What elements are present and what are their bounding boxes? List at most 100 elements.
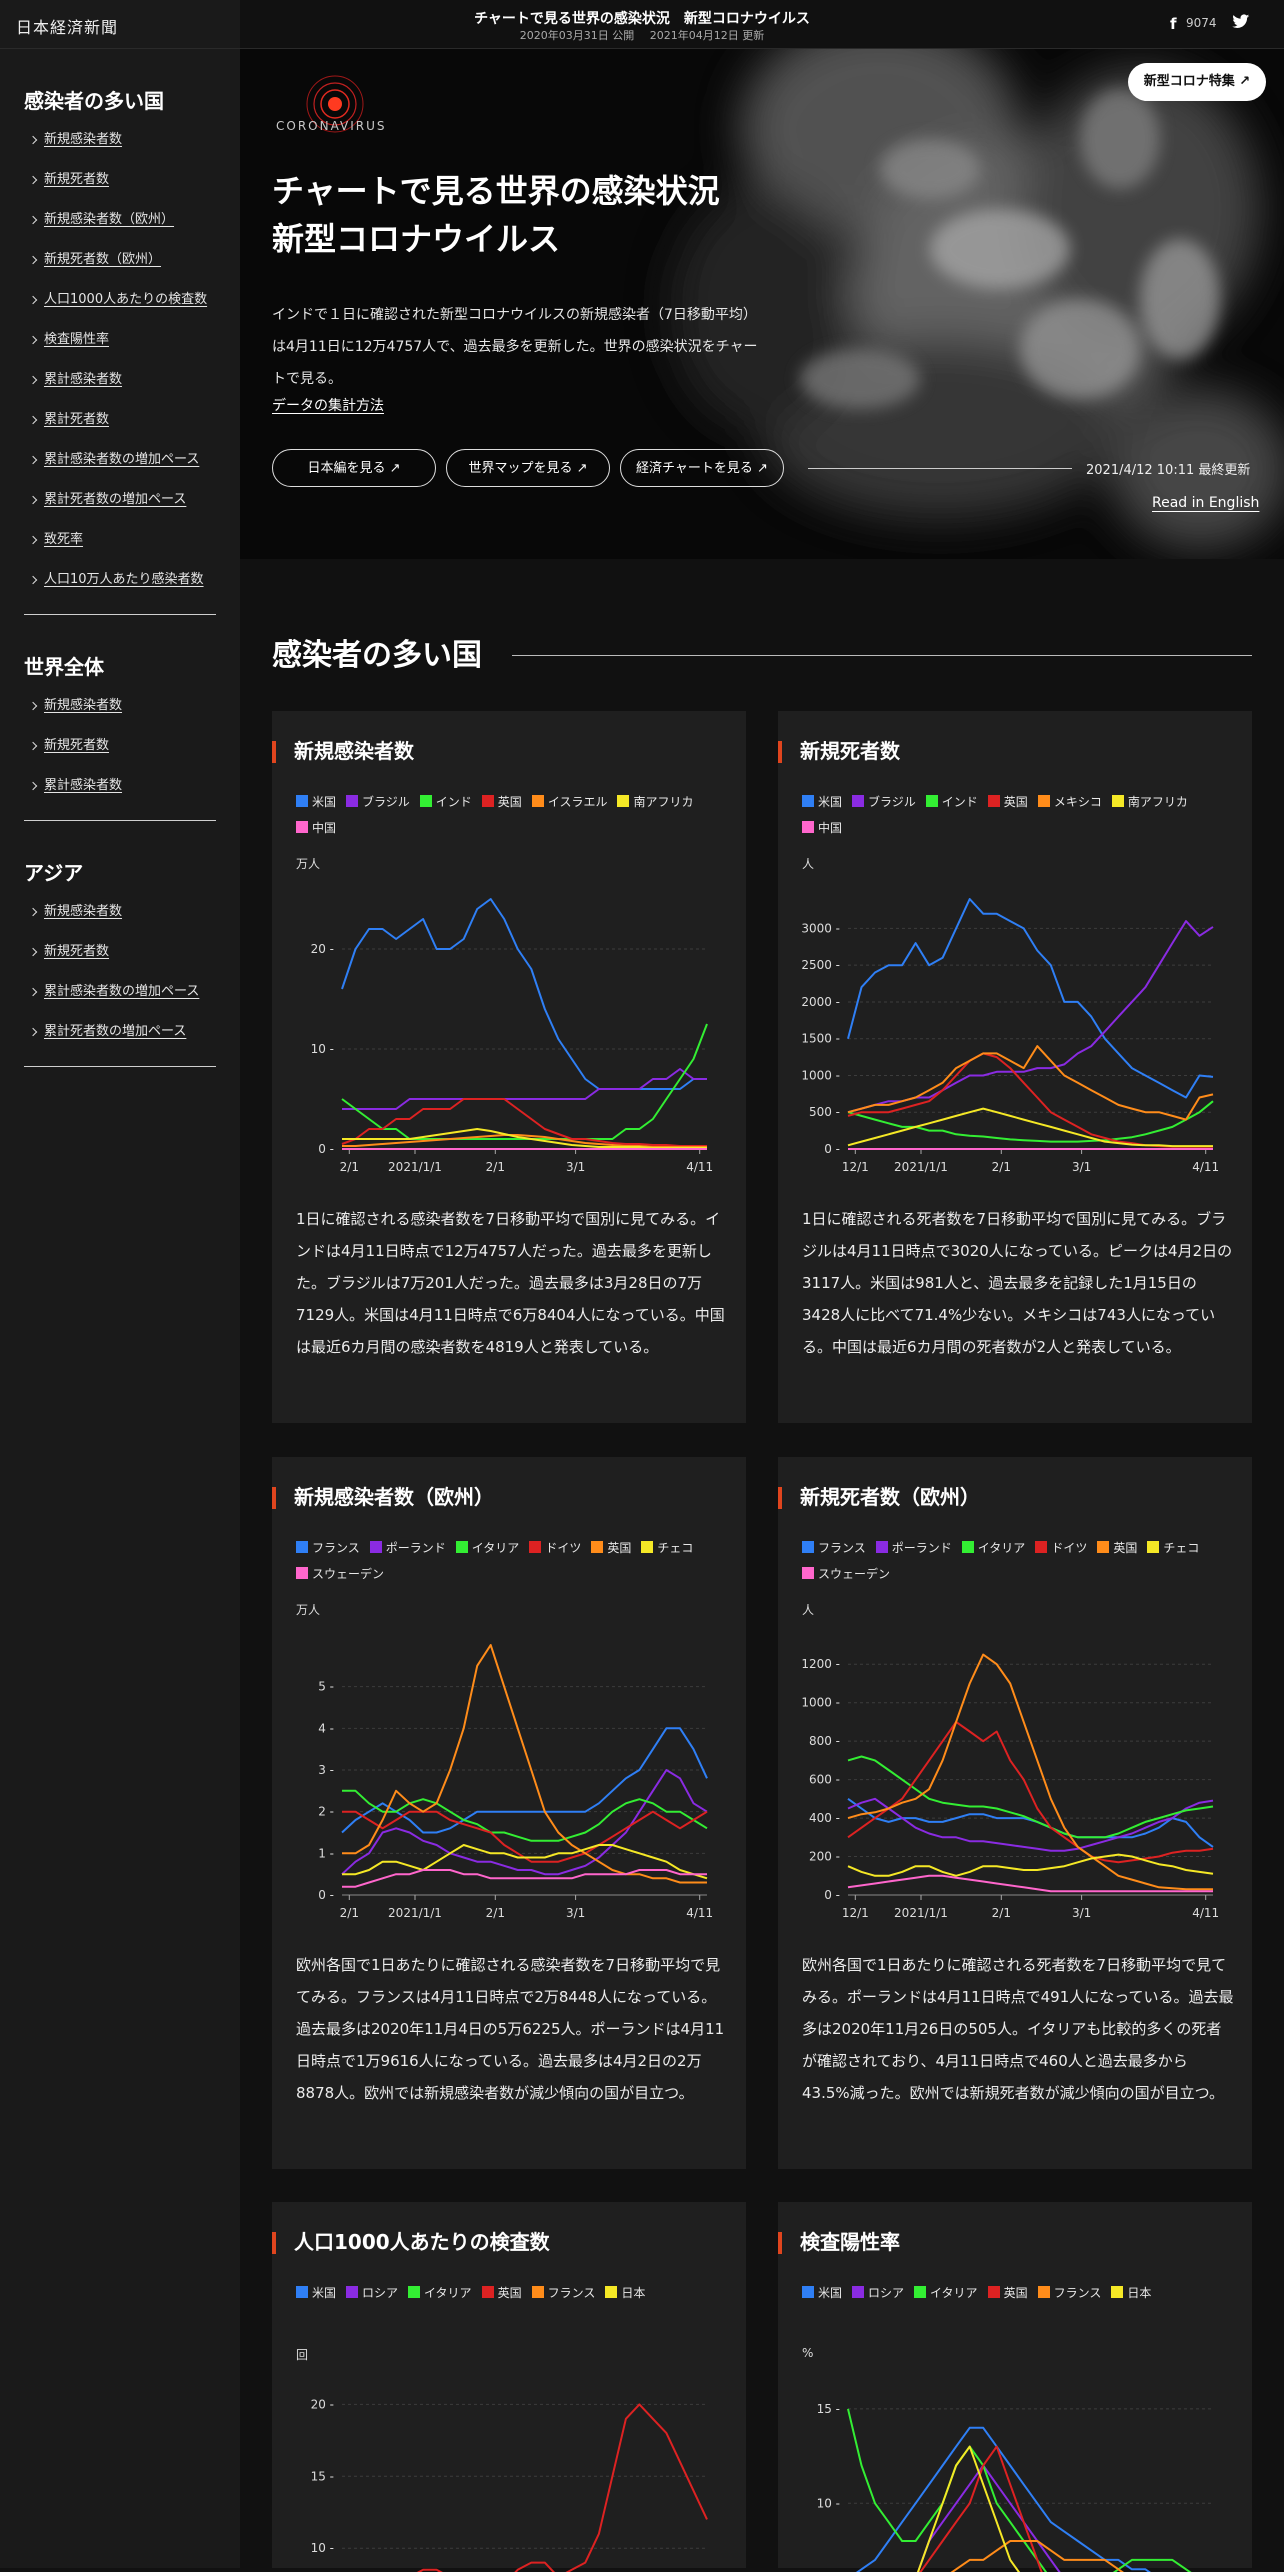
y-tick-label: 15 - xyxy=(311,2469,334,2483)
sidebar-item[interactable]: 累計死者数 xyxy=(24,408,216,448)
legend-label: スウェーデン xyxy=(818,1567,890,1581)
twitter-icon[interactable] xyxy=(1232,14,1250,30)
world-map-button[interactable]: 世界マップを見る ↗ xyxy=(446,449,610,487)
legend-swatch xyxy=(605,2286,617,2298)
x-tick-label: 2/1 xyxy=(340,1160,359,1174)
legend-label: 南アフリカ xyxy=(633,795,693,809)
y-tick-label: 2500 - xyxy=(801,958,840,972)
legend-item: イタリア xyxy=(456,1535,520,1561)
sidebar-item[interactable]: 累計感染者数の増加ペース xyxy=(24,448,216,488)
legend-item: フランス xyxy=(1038,2280,1102,2306)
logo-area[interactable]: 日本経済新聞 xyxy=(0,0,240,48)
x-tick-label: 2021/1/1 xyxy=(388,1160,442,1174)
sidebar-item[interactable]: 累計感染者数 xyxy=(24,368,216,408)
y-tick-label: 1000 - xyxy=(801,1696,840,1710)
legend-item: 中国 xyxy=(296,815,336,841)
legend-item: ポーランド xyxy=(876,1535,952,1561)
sidebar-item[interactable]: 検査陽性率 xyxy=(24,328,216,368)
legend-item: 英国 xyxy=(482,2280,522,2306)
sidebar-item[interactable]: 新規感染者数（欧州） xyxy=(24,208,216,248)
chart-description: 1日に確認される感染者数を7日移動平均で国別に見てみる。インドは4月11日時点で… xyxy=(296,1203,728,1363)
legend-item: チェコ xyxy=(641,1535,693,1561)
line-chart: 5 -10 -15 - xyxy=(798,2372,1228,2572)
chart-description: 1日に確認される死者数を7日移動平均で国別に見てみる。ブラジルは4月11日時点で… xyxy=(802,1203,1234,1363)
chart-legend: 米国ブラジルインド英国イスラエル南アフリカ中国 xyxy=(296,789,726,841)
chart-title: 人口1000人あたりの検査数 xyxy=(272,2230,550,2254)
legend-item: ロシア xyxy=(346,2280,398,2306)
chart-unit: 回 xyxy=(296,2346,308,2363)
legend-item: インド xyxy=(926,789,978,815)
sidebar-item[interactable]: 累計感染者数 xyxy=(24,774,216,814)
y-tick-label: 600 - xyxy=(809,1773,840,1787)
facebook-icon[interactable]: f xyxy=(1170,15,1177,33)
y-tick-label: 1 - xyxy=(318,1846,334,1860)
sidebar-item[interactable]: 新規感染者数 xyxy=(24,694,216,734)
x-tick-label: 2021/1/1 xyxy=(894,1160,948,1174)
sidebar-item[interactable]: 人口1000人あたりの検査数 xyxy=(24,288,216,328)
y-tick-label: 10 - xyxy=(311,2541,334,2555)
legend-label: チェコ xyxy=(1163,1541,1199,1555)
sidebar-item[interactable]: 人口10万人あたり感染者数 xyxy=(24,568,216,608)
x-tick-label: 4/11 xyxy=(1192,1160,1219,1174)
sidebar-item[interactable]: 累計感染者数の増加ペース xyxy=(24,980,216,1020)
sidebar-item[interactable]: 新規死者数 xyxy=(24,168,216,208)
japan-edition-button[interactable]: 日本編を見る ↗ xyxy=(272,449,436,487)
legend-label: 日本 xyxy=(1127,2286,1151,2300)
legend-item: スウェーデン xyxy=(802,1561,890,1587)
sidebar-item[interactable]: 累計死者数の増加ペース xyxy=(24,488,216,528)
legend-item: イタリア xyxy=(408,2280,472,2306)
series-line xyxy=(342,1728,707,1832)
legend-label: 英国 xyxy=(1004,2286,1028,2300)
legend-swatch xyxy=(529,1541,541,1553)
sidebar-item[interactable]: 新規死者数 xyxy=(24,734,216,774)
legend-swatch xyxy=(296,1541,308,1553)
sidebar-item[interactable]: 新規死者数（欧州） xyxy=(24,248,216,288)
divider xyxy=(808,468,1072,469)
x-tick-label: 2/1 xyxy=(486,1906,505,1920)
legend-swatch xyxy=(296,1567,308,1579)
series-line xyxy=(848,2447,1213,2572)
y-tick-label: 20 - xyxy=(311,942,334,956)
nikkei-logo[interactable]: 日本経済新聞 xyxy=(16,14,118,38)
data-method-link[interactable]: データの集計方法 xyxy=(272,395,384,415)
y-tick-label: 500 - xyxy=(809,1105,840,1119)
legend-item: スウェーデン xyxy=(296,1561,384,1587)
sidebar-item[interactable]: 致死率 xyxy=(24,528,216,568)
sidebar-item[interactable]: 新規感染者数 xyxy=(24,900,216,940)
legend-label: ブラジル xyxy=(362,795,410,809)
y-tick-label: 200 - xyxy=(809,1850,840,1864)
legend-swatch xyxy=(420,795,432,807)
legend-label: 南アフリカ xyxy=(1128,795,1188,809)
legend-item: メキシコ xyxy=(1038,789,1102,815)
sidebar-item[interactable]: 新規死者数 xyxy=(24,940,216,980)
chart-unit: 人 xyxy=(802,1601,814,1618)
legend-label: インド xyxy=(436,795,472,809)
legend-swatch xyxy=(852,795,864,807)
sidebar-heading: 世界全体 xyxy=(24,651,216,680)
top-bar: 日本経済新聞 チャートで見る世界の感染状況 新型コロナウイルス 2020年03月… xyxy=(0,0,1284,49)
sidebar-item[interactable]: 新規感染者数 xyxy=(24,128,216,168)
legend-item: インド xyxy=(420,789,472,815)
legend-item: ドイツ xyxy=(529,1535,581,1561)
corona-special-button[interactable]: 新型コロナ特集 ↗ xyxy=(1128,63,1266,101)
legend-item: 日本 xyxy=(605,2280,645,2306)
y-tick-label: 3000 - xyxy=(801,921,840,935)
sidebar-item[interactable]: 累計死者数の増加ペース xyxy=(24,1020,216,1060)
article-dates: 2020年03月31日 公開 2021年04月12日 更新 xyxy=(440,27,844,43)
legend-item: 米国 xyxy=(802,789,842,815)
legend-item: 英国 xyxy=(988,789,1028,815)
read-in-english-link[interactable]: Read in English xyxy=(1152,495,1259,511)
y-tick-label: 2000 - xyxy=(801,995,840,1009)
legend-label: ポーランド xyxy=(386,1541,446,1555)
chart-card: 人口1000人あたりの検査数米国ロシアイタリア英国フランス日本回5 -10 -1… xyxy=(272,2202,746,2568)
legend-swatch xyxy=(641,1541,653,1553)
legend-swatch xyxy=(802,795,814,807)
facebook-share-count: 9074 xyxy=(1186,16,1217,30)
legend-label: 英国 xyxy=(607,1541,631,1555)
legend-swatch xyxy=(456,1541,468,1553)
economy-chart-button[interactable]: 経済チャートを見る ↗ xyxy=(620,449,784,487)
chart-legend: フランスポーランドイタリアドイツ英国チェコスウェーデン xyxy=(802,1535,1232,1587)
